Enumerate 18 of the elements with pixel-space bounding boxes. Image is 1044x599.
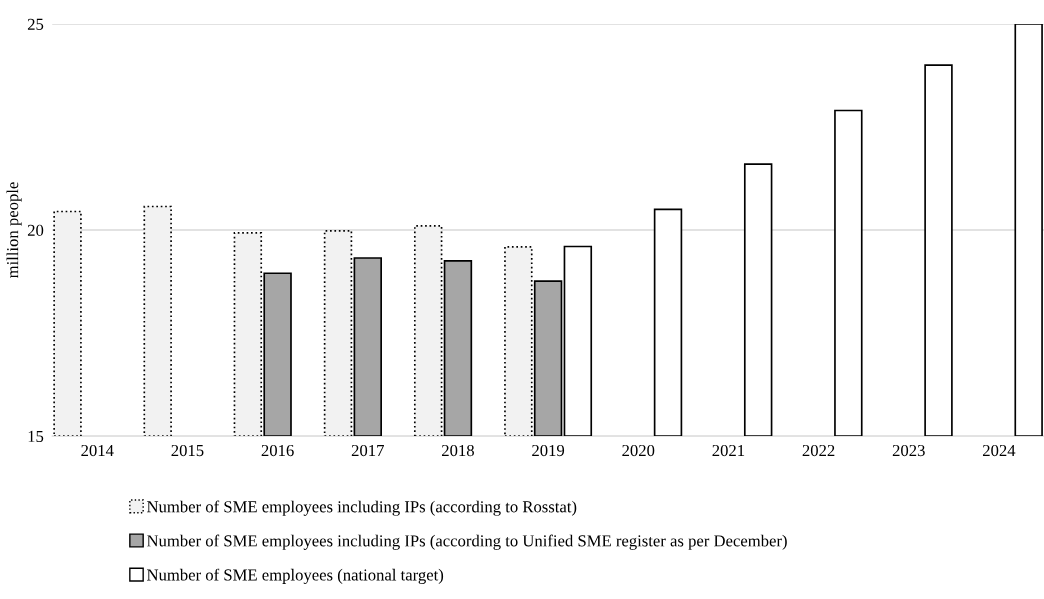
x-tick-label: 2018: [442, 444, 474, 457]
legend-label: Number of SME employees including IPs (according to Unified SME register as per December): [146, 534, 787, 550]
x-tick-label: 2020: [622, 444, 655, 457]
x-tick-label: 2015: [171, 444, 204, 457]
x-tick-label: 2022: [802, 444, 835, 457]
x-tick-label: 2024: [982, 444, 1016, 457]
x-tick-label: 2016: [261, 444, 294, 457]
legend-label: Number of SME employees (national target): [146, 568, 444, 584]
x-tick-label: 2019: [532, 444, 565, 457]
x-tick-label: 2023: [892, 444, 925, 457]
x-tick-label: 2017: [351, 444, 384, 457]
y-tick-label: 15: [28, 430, 44, 443]
x-tick-label: 2021: [712, 444, 745, 457]
y-tick-label: 25: [27, 18, 44, 30]
legend-label: Number of SME employees including IPs (according to Rosstat): [146, 500, 577, 516]
y-axis-title: million people: [6, 182, 22, 279]
y-tick-label: 20: [27, 224, 44, 236]
x-tick-label: 2014: [81, 444, 114, 457]
